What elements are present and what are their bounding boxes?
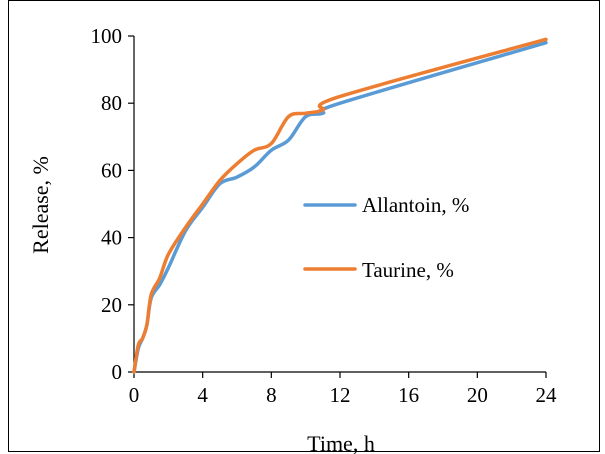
series-line-allantoin <box>132 40 548 374</box>
x-tick-label: 4 <box>197 383 208 407</box>
y-tick-label: 20 <box>101 293 122 317</box>
series-line-taurine <box>132 37 548 374</box>
y-tick-label: 80 <box>101 91 122 115</box>
x-tick-label: 16 <box>398 383 419 407</box>
x-axis-title: Time, h <box>307 431 375 454</box>
y-tick-label: 100 <box>91 24 123 48</box>
chart-area <box>8 0 600 452</box>
legend-label-allantoin: Allantoin, % <box>362 193 469 217</box>
y-tick-label: 60 <box>101 158 122 182</box>
ticks: 0 20 40 60 80 100 0 4 8 12 16 20 24 <box>91 24 558 407</box>
y-axis-title: Release, % <box>28 156 53 254</box>
series <box>132 37 548 374</box>
x-tick-label: 8 <box>266 383 277 407</box>
legend-label-taurine: Taurine, % <box>362 258 454 282</box>
x-tick-label: 20 <box>467 383 488 407</box>
y-tick-label: 0 <box>112 360 123 384</box>
x-tick-label: 12 <box>330 383 351 407</box>
x-tick-label: 24 <box>536 383 558 407</box>
legend: Allantoin, % Taurine, % <box>303 193 469 282</box>
y-tick-label: 40 <box>101 226 122 250</box>
x-tick-label: 0 <box>129 383 140 407</box>
